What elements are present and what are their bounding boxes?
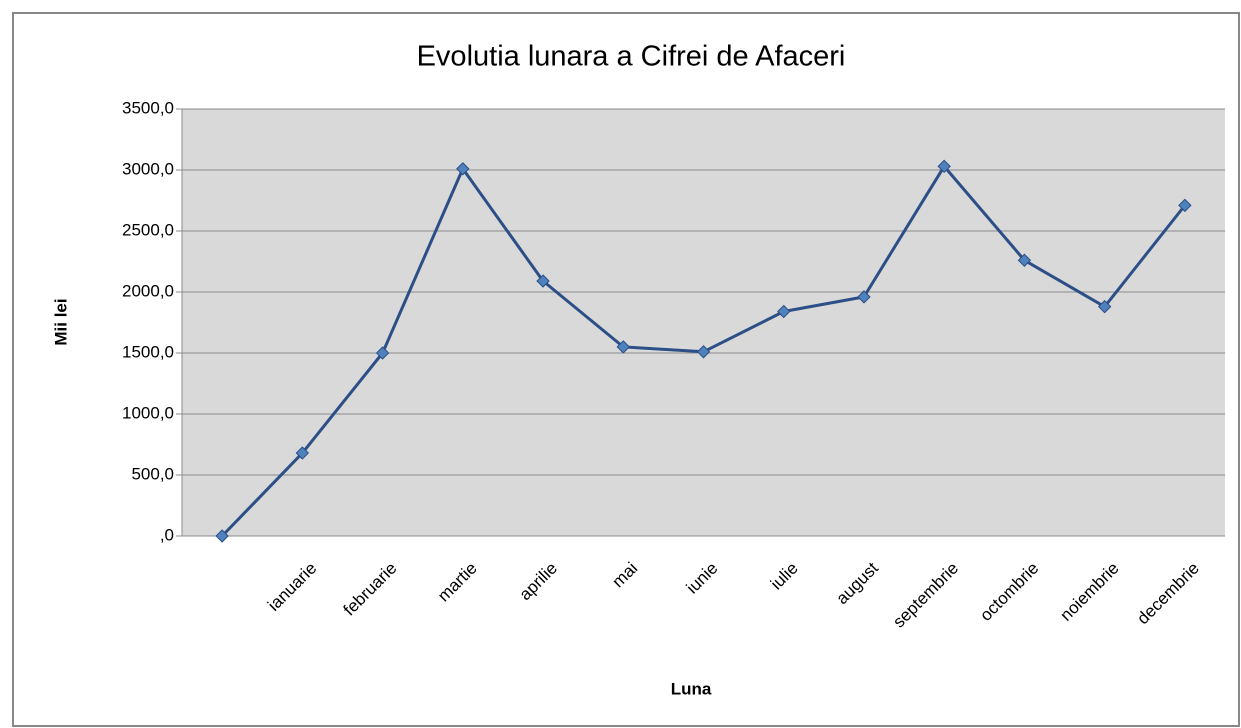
y-tick-label: 1500,0 xyxy=(122,342,174,361)
marker xyxy=(1017,253,1032,267)
marker xyxy=(456,162,470,176)
marker xyxy=(857,290,871,304)
y-tick-label: 2500,0 xyxy=(122,220,174,239)
marker xyxy=(536,274,550,288)
y-tick-label: 1000,0 xyxy=(122,403,174,422)
marker xyxy=(616,340,630,354)
y-tick-label: 500,0 xyxy=(131,464,174,483)
marker xyxy=(215,529,229,543)
marker xyxy=(375,346,390,360)
chart-title: Evolutia lunara a Cifrei de Afaceri xyxy=(417,41,846,73)
marker xyxy=(295,446,310,460)
plot-area xyxy=(182,109,1225,536)
y-axis-label: Mii lei xyxy=(51,298,70,345)
y-tick-label: 3000,0 xyxy=(122,159,174,178)
marker xyxy=(777,304,791,319)
marker xyxy=(696,345,711,359)
y-tick-label: 3500,0 xyxy=(122,98,174,117)
marker xyxy=(1097,299,1112,314)
y-tick-label: ,0 xyxy=(160,525,174,544)
y-tick-label: 2000,0 xyxy=(122,281,174,300)
x-axis-label: Luna xyxy=(671,679,712,698)
marker xyxy=(1178,198,1192,213)
marker xyxy=(937,159,951,174)
